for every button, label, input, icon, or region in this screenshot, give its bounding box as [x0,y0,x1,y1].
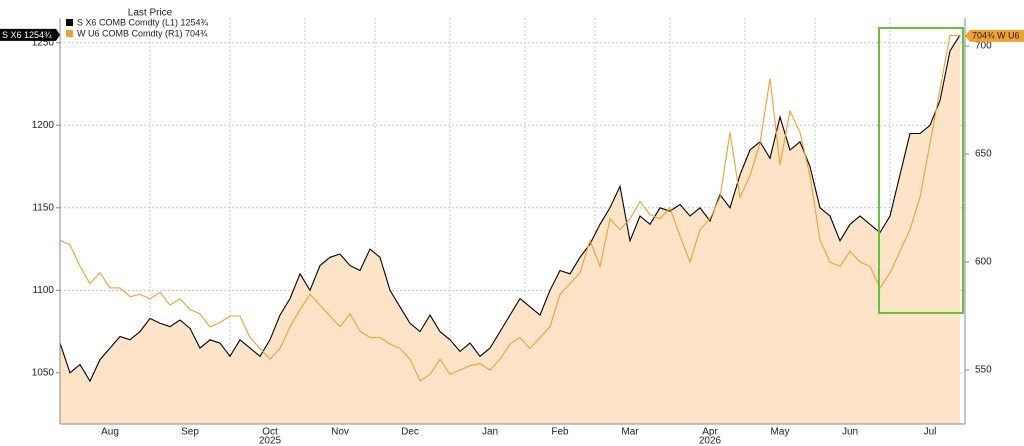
x-tick-label: Oct [262,427,278,438]
y-tick-label: 1100 [32,285,54,296]
last-tag-bg [965,29,1024,42]
area-fill [60,34,960,425]
y-tick-label: 1150 [32,202,54,213]
y2-tick-label: 650 [975,149,992,160]
x-tick-label: May [771,427,790,438]
x-tick-label: Jan [482,427,498,438]
x-tick-label: Jul [924,427,937,438]
x-tick-label: Jun [842,427,858,438]
x-tick-label: Apr [702,427,718,438]
legend-swatch [66,30,73,37]
y-tick-label: 1050 [32,367,55,378]
marks [59,34,961,425]
series-line [59,34,961,382]
last-tag: S X6 1254¾ [2,30,52,40]
x-group-label: 2026 [699,436,722,446]
x-tick-label: Nov [331,427,349,438]
legend-label: S X6 COMB Comdty (L1) 1254¾ [77,17,209,27]
x-tick-label: Dec [401,427,419,438]
y-tick-label: 1200 [32,120,55,131]
x-tick-label: Aug [101,427,119,438]
legend-swatch [66,19,73,26]
x-tick-label: Mar [621,427,639,438]
y2-tick-label: 700 [975,41,992,52]
legend-title: Last Price [128,8,173,19]
x-tick-label: Feb [551,427,569,438]
x-group-label: 2025 [259,436,282,446]
y2-tick-label: 550 [975,365,992,376]
last-tag: 704¾ W U6 [972,31,1020,41]
y-tick-label: 1250 [32,37,55,48]
series-line [59,34,961,383]
last-tag-bg [0,28,60,41]
highlight-box [878,27,964,314]
legend-label: W U6 COMB Comdty (R1) 704¾ [77,28,208,38]
x-tick-label: Sep [181,427,199,438]
y2-tick-label: 600 [975,257,992,268]
